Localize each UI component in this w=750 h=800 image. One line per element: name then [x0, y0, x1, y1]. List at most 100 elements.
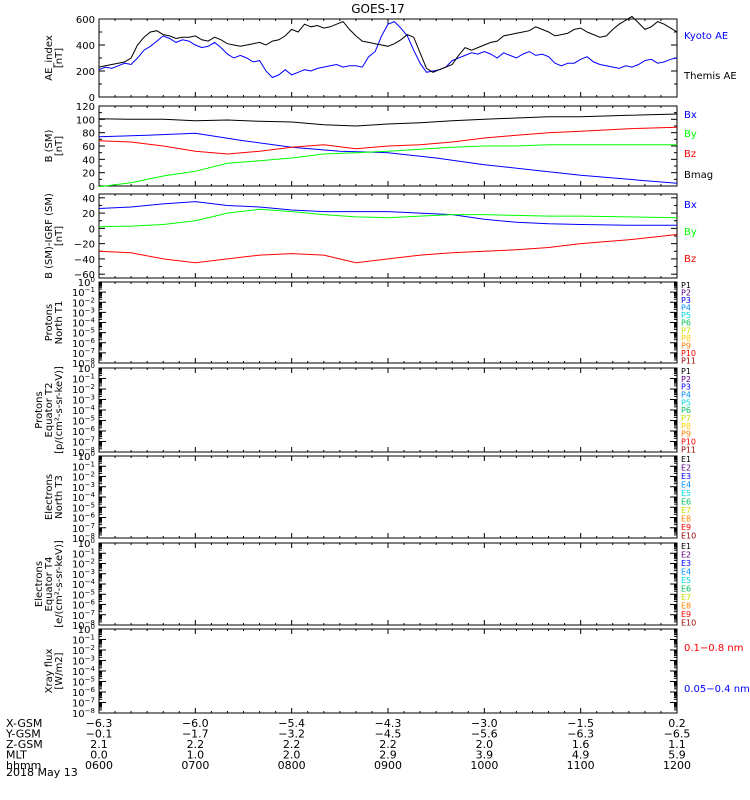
- legend-ee-e1: E1: [681, 542, 691, 551]
- ephemeris-value: 1100: [567, 759, 595, 772]
- y-axis-label: [p/(cm²-s-sr-keV)]: [54, 366, 65, 454]
- y-tick-label: 600: [76, 15, 95, 26]
- y-tick-label: 80: [82, 129, 95, 140]
- legend-pn-p4: P4: [681, 304, 691, 313]
- y-axis-label: Equator T2: [44, 383, 55, 438]
- ephemeris-value: 2.9: [379, 749, 397, 762]
- panel-pn: 10−810−710−610−510−410−310−210−1100Proto…: [44, 276, 678, 370]
- legend-pe-p9: P9: [681, 430, 691, 439]
- series-line-kyoto-ae: [98, 21, 678, 79]
- date-label: 2018 May 13: [6, 766, 78, 779]
- ephemeris-value: −5.4: [278, 717, 305, 730]
- ephemeris-value: 2.2: [283, 738, 301, 751]
- legend-pe-p7: P7: [681, 414, 691, 423]
- panel-frame: [98, 542, 678, 626]
- legend-ae-themis-ae: Themis AE: [683, 71, 737, 82]
- legend-pn-p2: P2: [681, 289, 691, 298]
- y-axis-label: [W/m2]: [54, 652, 65, 689]
- legend-bsm-bz: Bz: [684, 149, 696, 160]
- y-tick-label: 100: [76, 115, 95, 126]
- ephemeris-value: −5.6: [471, 728, 498, 741]
- ephemeris-row-label: X-GSM: [6, 717, 42, 730]
- legend-ee-e5: E5: [681, 576, 691, 585]
- legend-pe-p10: P10: [681, 438, 696, 447]
- y-tick-label: 20: [82, 169, 95, 180]
- legend-bigrf-by: By: [684, 227, 697, 238]
- panel-en: 10−810−710−610−510−410−310−210−1100Elect…: [44, 450, 678, 545]
- y-axis-label: [nT]: [54, 136, 65, 156]
- ephemeris-value: 0700: [181, 759, 209, 772]
- x-axis-ephemeris: X-GSM −6.3 −6.0 −5.4 −4.3 −3.0 −1.5 0.2 Y-GSM −0.…: [5, 717, 691, 772]
- legend-en-e1: E1: [681, 455, 691, 464]
- y-axis-label: [nT]: [54, 48, 65, 68]
- plot-title: GOES-17: [351, 2, 405, 16]
- legend-ae-kyoto-ae: Kyoto AE: [684, 31, 728, 42]
- panel-pe: 10−810−710−610−510−410−310−210−1100Proto…: [34, 362, 678, 459]
- y-tick-label: 0: [89, 182, 95, 193]
- ephemeris-value: 1000: [470, 759, 498, 772]
- ephemeris-value: −0.1: [86, 728, 113, 741]
- ephemeris-row-label: Y-GSM: [5, 728, 41, 741]
- y-axis-label: Protons: [34, 391, 45, 428]
- ephemeris-value: 0.2: [668, 717, 686, 730]
- y-tick-label: −40: [74, 255, 95, 266]
- ephemeris-value: −1.7: [182, 728, 209, 741]
- legend-en-e3: E3: [681, 472, 691, 481]
- legend-pn-p5: P5: [681, 311, 691, 320]
- legend-pe-p4: P4: [681, 391, 691, 400]
- y-tick-label: 120: [76, 102, 95, 113]
- legend-xray-long: 0.1−0.8 nm: [684, 643, 743, 654]
- ephemeris-value: 1200: [663, 759, 691, 772]
- ephemeris-row-label: MLT: [6, 749, 27, 762]
- panel-frame: [98, 18, 678, 98]
- series-line-bz: [98, 234, 678, 264]
- y-axis-label: AE_index: [44, 35, 55, 81]
- panel-bsm: 0 20 40 60 80 100 120 B (SM) [nT]: [44, 102, 678, 193]
- ephemeris-value: −6.3: [86, 717, 113, 730]
- panel-frame: [98, 367, 678, 453]
- legend-pe-p3: P3: [681, 383, 691, 392]
- y-axis-label: Electrons: [44, 474, 55, 520]
- ephemeris-value: −3.0: [471, 717, 498, 730]
- legend-ee-e2: E2: [681, 550, 691, 559]
- series-line-themis-ae: [98, 15, 678, 73]
- ephemeris-value: 4.9: [572, 749, 590, 762]
- ephemeris-value: 0.0: [90, 749, 108, 762]
- legend-pe-p1: P1: [681, 367, 691, 376]
- ephemeris-value: −3.2: [278, 728, 305, 741]
- panel-frame: [98, 281, 678, 364]
- y-axis-label: B (SM): [44, 129, 55, 162]
- y-axis-label: [e/(cm²-s-sr-keV)]: [54, 540, 65, 628]
- legend-ee-e9: E9: [681, 610, 691, 619]
- legend-en-e6: E6: [681, 497, 691, 506]
- ephemeris-value: −6.3: [567, 728, 594, 741]
- legend-pn-p8: P8: [681, 334, 691, 343]
- panel-bigrf: −60 −40 −20 0 20 40 B (SM)-IGRF (SM) [nT]: [44, 193, 678, 281]
- legend-ee-e7: E7: [681, 593, 691, 602]
- ephemeris-value: 1.1: [668, 738, 686, 751]
- legend-bsm-by: By: [684, 129, 697, 140]
- ephemeris-value: 1.6: [572, 738, 590, 751]
- legend-bsm-bx: Bx: [684, 110, 697, 121]
- legend-ee-e4: E4: [681, 567, 691, 576]
- y-tick-label: 0: [89, 93, 95, 104]
- legend-en-e7: E7: [681, 506, 691, 515]
- ephemeris-value: −6.0: [182, 717, 209, 730]
- ephemeris-value: 5.9: [668, 749, 686, 762]
- legend-ee-e6: E6: [681, 584, 691, 593]
- ephemeris-value: −4.3: [375, 717, 402, 730]
- ephemeris-value: 2.0: [283, 749, 301, 762]
- panel-xr: 10−810−710−610−510−410−310−210−1100Xray …: [44, 623, 678, 720]
- ephemeris-value: −6.5: [664, 728, 691, 741]
- ephemeris-value: 0900: [374, 759, 402, 772]
- y-tick-label: 60: [82, 142, 95, 153]
- legend-pn-p3: P3: [681, 296, 691, 305]
- legend-xray-short: 0.05−0.4 nm: [684, 684, 750, 695]
- y-tick-label: 0: [89, 224, 95, 235]
- y-tick-label: −60: [74, 270, 95, 281]
- y-axis-label: North T1: [54, 301, 65, 345]
- y-tick-label: 40: [82, 194, 95, 205]
- legend-pe-p6: P6: [681, 406, 691, 415]
- legend-pn-p6: P6: [681, 319, 691, 328]
